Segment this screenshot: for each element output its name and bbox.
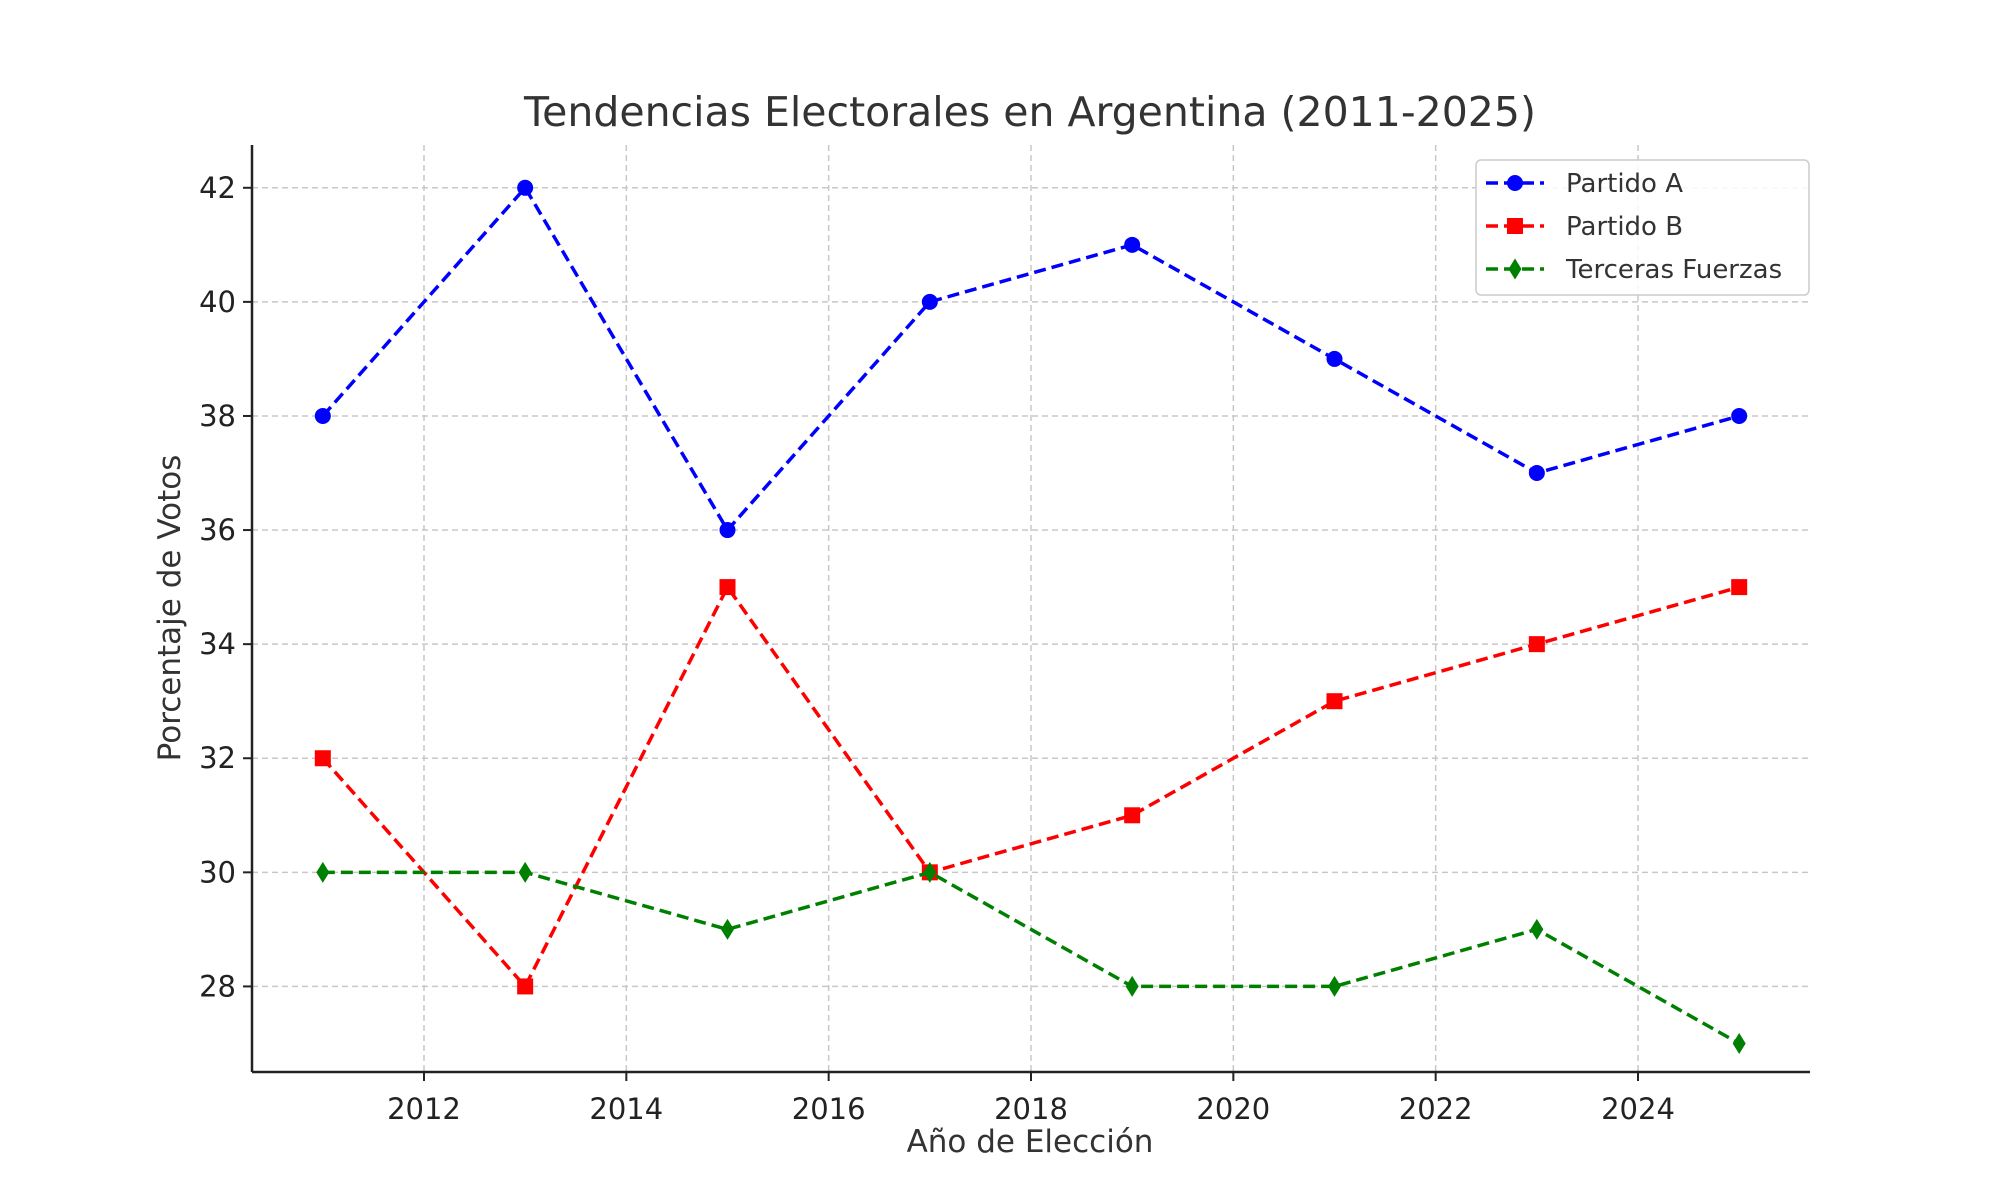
legend-item-partido-a: Partido A [1486,169,1683,199]
y-tick-label: 28 [199,969,236,1003]
data-point-terceras-fuerzas [1328,975,1342,997]
data-point-partido-b [517,978,534,995]
y-tick-label: 42 [199,171,236,205]
x-tick-label: 2014 [589,1092,663,1126]
series-layer [314,179,1748,1054]
x-tick-label: 2020 [1196,1092,1270,1126]
series-line-partido-a [321,184,1740,534]
y-axis-label: Porcentaje de Votos [152,455,188,762]
y-tick-label: 40 [199,285,236,319]
legend-marker-partido-b [1507,218,1523,234]
data-point-partido-b [1731,579,1748,596]
legend-marker-partido-a [1507,175,1523,191]
data-point-partido-b [1326,693,1343,710]
data-point-terceras-fuerzas [720,918,734,940]
axes: 2012 2014 2016 2018 2020 2022 2024 28 30 32 34 36 38… [199,145,1810,1126]
data-point-partido-a [1528,465,1545,482]
series-line-partido-b [321,583,1740,990]
data-point-partido-b [314,750,331,767]
data-point-terceras-fuerzas [1530,918,1544,940]
legend-marker-terceras-fuerzas [1508,258,1522,280]
x-tick-label: 2016 [792,1092,866,1126]
legend: Partido A Partido B Terceras Fuerzas [1475,159,1810,296]
legend-item-partido-b: Partido B [1486,212,1683,242]
x-tick-label: 2018 [994,1092,1068,1126]
legend-label-partido-a: Partido A [1566,169,1683,199]
data-point-partido-a [517,179,534,196]
x-tick-label: 2012 [387,1092,461,1126]
data-point-partido-a [1326,350,1343,367]
chart-title: Tendencias Electorales en Argentina (201… [523,88,1536,136]
data-point-partido-a [921,293,938,310]
data-point-partido-a [1731,407,1748,424]
y-tick-label: 36 [199,513,236,547]
series-line-terceras-fuerzas [322,870,1741,1046]
data-point-partido-a [1124,236,1141,253]
y-tick-label: 32 [199,741,236,775]
data-point-terceras-fuerzas [518,861,532,883]
legend-label-terceras-fuerzas: Terceras Fuerzas [1565,255,1782,285]
legend-item-terceras-fuerzas: Terceras Fuerzas [1486,255,1782,285]
y-tick-label: 34 [199,627,236,661]
data-point-terceras-fuerzas [1125,975,1139,997]
data-point-terceras-fuerzas [1732,1032,1746,1054]
legend-label-partido-b: Partido B [1566,212,1683,242]
data-point-partido-b [719,579,736,596]
data-point-partido-b [1528,636,1545,653]
series-terceras-fuerzas [316,861,1746,1054]
x-tick-label: 2024 [1601,1092,1675,1126]
legend-box [1475,159,1810,296]
data-point-partido-b [1124,807,1141,824]
x-axis-label: Año de Elección [907,1124,1154,1160]
data-point-terceras-fuerzas [923,861,937,883]
x-tick-label: 2022 [1399,1092,1473,1126]
y-tick-label: 30 [199,855,236,889]
series-partido-a [314,179,1748,539]
data-point-terceras-fuerzas [316,861,330,883]
y-tick-label: 38 [199,399,236,433]
data-point-partido-a [314,407,331,424]
data-point-partido-a [719,522,736,539]
